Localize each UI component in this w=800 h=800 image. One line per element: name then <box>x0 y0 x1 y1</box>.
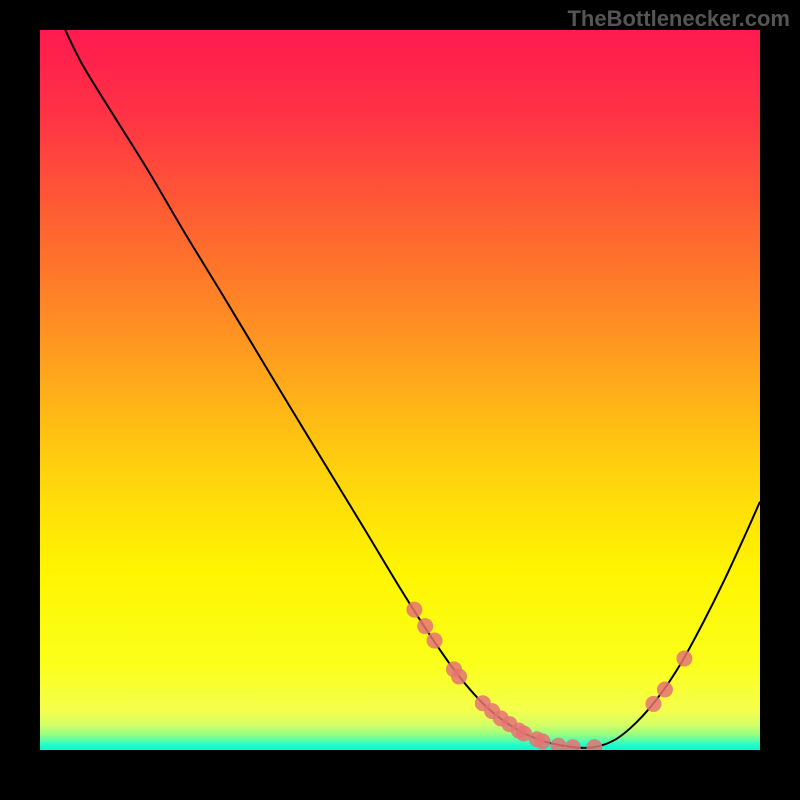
data-marker <box>406 602 422 618</box>
data-marker <box>676 651 692 667</box>
data-marker <box>417 618 433 634</box>
data-marker <box>565 739 581 750</box>
plot-area <box>40 30 760 750</box>
data-marker <box>586 739 602 750</box>
bottleneck-curve <box>65 30 760 748</box>
data-marker <box>427 633 443 649</box>
data-marker <box>645 696 661 712</box>
data-marker <box>550 738 566 750</box>
data-marker <box>657 682 673 698</box>
data-marker <box>535 733 551 749</box>
bottleneck-chart: TheBottlenecker.com <box>0 0 800 800</box>
data-markers <box>406 602 692 750</box>
data-marker <box>451 669 467 685</box>
watermark-text: TheBottlenecker.com <box>567 6 790 32</box>
curve-overlay <box>40 30 760 750</box>
